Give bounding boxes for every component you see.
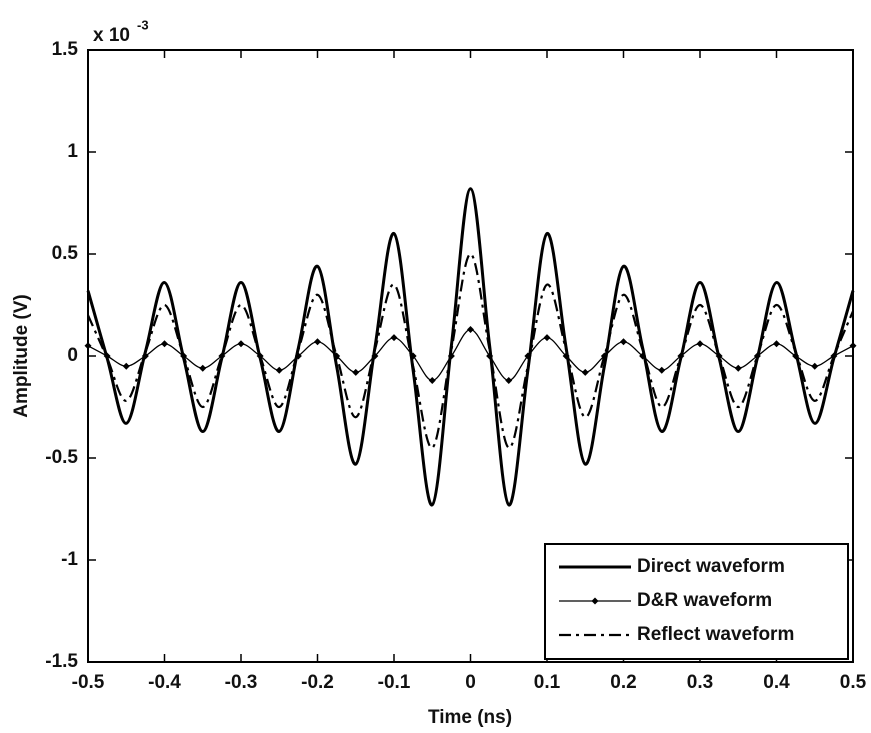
legend-label: Direct waveform	[637, 556, 785, 577]
x-tick-label: -0.2	[301, 672, 334, 693]
series-line	[86, 252, 855, 449]
marker	[390, 334, 398, 342]
legend-label: D&R waveform	[637, 590, 772, 611]
y-axis-label: Amplitude (V)	[11, 294, 32, 418]
marker	[428, 376, 436, 384]
marker	[161, 340, 168, 348]
marker	[314, 338, 321, 346]
marker	[84, 342, 92, 350]
marker	[199, 364, 207, 372]
x-tick-label: 0.5	[840, 672, 867, 693]
y-tick-label: 1.5	[52, 39, 79, 60]
series-line	[87, 328, 854, 382]
y-tick-label: 0	[67, 345, 78, 366]
x-axis-label: Time (ns)	[428, 707, 512, 728]
legend-label: Reflect waveform	[637, 624, 794, 645]
marker	[658, 366, 666, 374]
marker	[849, 342, 857, 350]
x-tick-label: 0.2	[610, 672, 636, 693]
x-tick-label: 0.1	[534, 672, 561, 693]
x-tick-label: 0.3	[687, 672, 713, 693]
marker	[505, 376, 513, 384]
y-tick-label: -1	[61, 549, 78, 570]
marker	[696, 340, 704, 348]
y-tick-label: -1.5	[45, 651, 78, 672]
y-multiplier-exponent: -3	[137, 17, 149, 32]
x-tick-label: -0.3	[225, 672, 258, 693]
marker	[620, 338, 627, 346]
marker	[352, 368, 360, 376]
x-tick-label: -0.4	[148, 672, 181, 693]
x-tick-label: -0.1	[378, 672, 411, 693]
marker	[773, 340, 780, 348]
marker	[237, 340, 245, 348]
marker	[811, 362, 819, 370]
legend-marker	[591, 597, 599, 605]
marker	[734, 364, 742, 372]
y-tick-label: -0.5	[45, 447, 78, 468]
marker	[467, 325, 474, 333]
marker	[543, 334, 551, 342]
marker	[275, 366, 283, 374]
y-tick-label: 1	[67, 141, 78, 162]
x-tick-label: -0.5	[72, 672, 105, 693]
marker	[122, 362, 130, 370]
marker	[333, 352, 341, 360]
x-tick-label: 0	[465, 672, 476, 693]
series-line	[86, 187, 855, 507]
y-multiplier: x 10	[93, 25, 130, 46]
marker	[581, 368, 589, 376]
x-tick-label: 0.4	[763, 672, 790, 693]
y-tick-label: 0.5	[52, 243, 79, 264]
